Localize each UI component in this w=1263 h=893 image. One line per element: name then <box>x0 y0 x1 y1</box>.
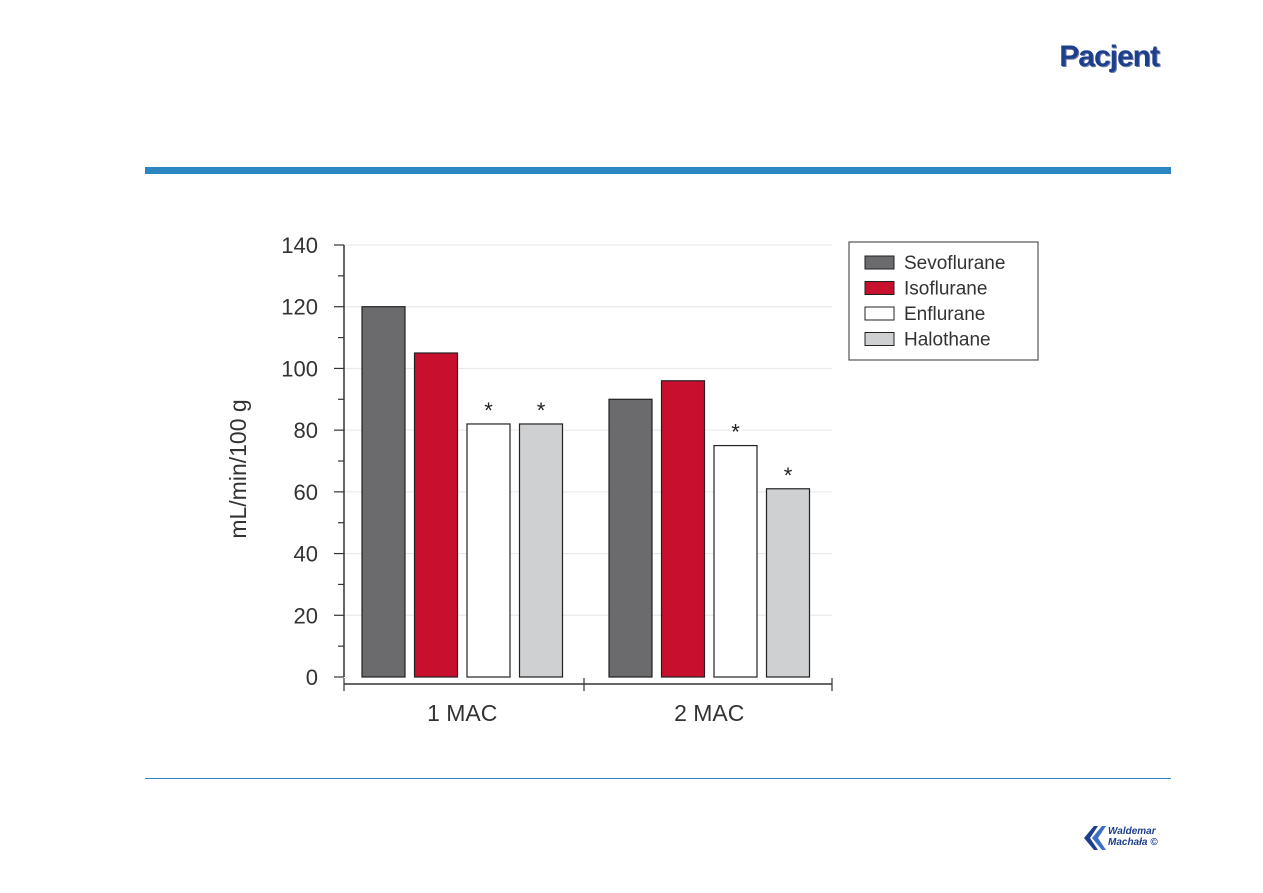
top-divider <box>145 167 1171 174</box>
chart-bars: * * * * <box>361 306 811 678</box>
bar-isoflurane-2-mac <box>660 380 706 678</box>
significance-marker: * <box>731 420 740 445</box>
y-tick-label: 140 <box>281 233 318 258</box>
logo-line-1: Waldemar <box>1108 826 1156 837</box>
bar-sevoflurane-1-mac <box>361 306 406 678</box>
y-tick-label: 20 <box>294 603 318 628</box>
slide-title: Pacjent <box>1059 40 1160 73</box>
y-tick-label: 100 <box>281 356 318 381</box>
logo-text: Waldemar Machała © <box>1108 826 1158 848</box>
legend-swatch-isoflurane <box>864 281 895 295</box>
chart-legend: Sevoflurane Isoflurane Enflurane Halothane <box>848 241 1039 361</box>
logo-icon <box>1084 826 1106 850</box>
x-category-label: 2 MAC <box>674 700 744 726</box>
bar-enflurane-1-mac <box>466 423 511 678</box>
y-tick-label: 120 <box>281 295 318 320</box>
chart-axes: 0 20 40 60 80 100 120 140 mL/min/100 g 1 MAC 2 MAC <box>225 233 833 726</box>
bar-sevoflurane-2-mac <box>608 398 653 678</box>
y-tick-label: 60 <box>294 480 318 505</box>
significance-marker: * <box>484 398 493 423</box>
legend-label-sevoflurane: Sevoflurane <box>904 253 1005 274</box>
legend-swatch-enflurane <box>864 306 895 321</box>
legend-swatch-sevoflurane <box>864 255 895 270</box>
legend-label-isoflurane: Isoflurane <box>904 279 987 300</box>
x-category-label: 1 MAC <box>427 700 497 726</box>
logo-line-2: Machała © <box>1108 837 1158 848</box>
author-logo: Waldemar Machała © <box>1082 822 1176 854</box>
legend-label-enflurane: Enflurane <box>904 304 985 325</box>
bar-halothane-2-mac <box>765 488 811 678</box>
significance-marker: * <box>784 463 793 488</box>
y-axis-label: mL/min/100 g <box>225 399 251 538</box>
significance-marker: * <box>537 398 546 423</box>
y-tick-label: 40 <box>294 542 318 567</box>
legend-label-halothane: Halothane <box>904 330 991 351</box>
y-tick-label: 0 <box>306 665 318 690</box>
y-tick-label: 80 <box>294 418 318 443</box>
bottom-divider <box>145 778 1171 779</box>
bar-isoflurane-1-mac <box>413 352 459 678</box>
bar-halothane-1-mac <box>518 423 564 678</box>
bar-enflurane-2-mac <box>713 444 758 678</box>
legend-swatch-halothane <box>864 332 895 346</box>
